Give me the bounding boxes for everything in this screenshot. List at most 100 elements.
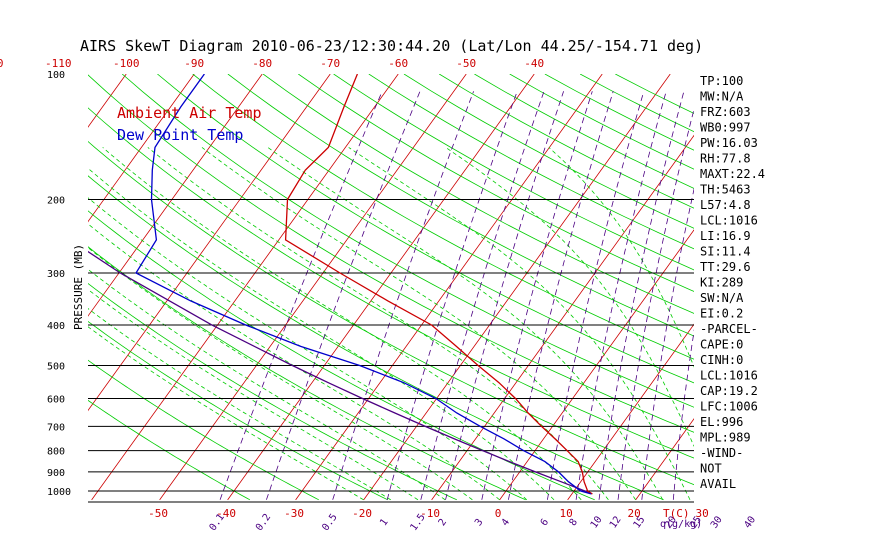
dry-adiabat-line (227, 74, 694, 337)
pressure-tick-label: 300 (47, 269, 65, 280)
stability-index: CAP:19.2 (700, 384, 758, 398)
stability-index: SW:N/A (700, 291, 744, 305)
stability-index: AVAIL (700, 477, 736, 491)
isotherm-line (88, 74, 195, 223)
temp-bottom-tick-label: -50 (148, 507, 168, 520)
isotherm-line (567, 323, 694, 501)
temp-top-tick-label: -70 (320, 57, 340, 70)
dewpoint-trace (135, 74, 592, 495)
stability-index: MPL:989 (700, 431, 751, 445)
stability-index: EI:0.2 (700, 307, 743, 321)
pressure-tick-label: 700 (47, 422, 65, 433)
mixing-ratio-line (332, 91, 474, 500)
stability-index: EL:996 (700, 415, 743, 429)
temp-top-tick-label: -60 (388, 57, 408, 70)
pressure-tick-label: 400 (47, 321, 65, 332)
dry-adiabat-line (368, 74, 694, 250)
temp-top-tick-label: -80 (252, 57, 272, 70)
stability-index: FRZ:603 (700, 105, 751, 119)
isotherm-line (88, 74, 263, 317)
plot-traces (88, 74, 593, 495)
dry-adiabat-line (192, 74, 694, 360)
mixing-ratio-line (641, 187, 694, 500)
stability-index: CINH:0 (700, 353, 743, 367)
stability-index: -PARCEL- (700, 322, 758, 336)
dry-adiabat-line (157, 74, 694, 384)
x-unit-label: T(C) (663, 507, 690, 520)
mixing-ratio-line (575, 91, 667, 500)
isotherm-line (91, 74, 399, 501)
stability-index: MW:N/A (700, 90, 744, 104)
isotherm-line (159, 74, 467, 501)
stability-index: LI:16.9 (700, 229, 751, 243)
mixing-ratio-tick-label: 1 (378, 517, 390, 528)
stability-index: LCL:1016 (700, 369, 758, 383)
stability-index: CAPE:0 (700, 338, 743, 352)
dry-adiabat-line (88, 246, 526, 501)
dry-adiabat-line (298, 74, 694, 292)
mixing-ratio-line (420, 91, 545, 500)
parcel-trace (88, 250, 593, 495)
legend-ambient: Ambient Air Temp (117, 104, 262, 122)
stability-index: SI:11.4 (700, 245, 751, 259)
mixing-ratio-unit-label: q(g/kg) (660, 519, 702, 530)
pressure-tick-label: 900 (47, 468, 65, 479)
mixing-ratio-tick-label: 8 (568, 517, 580, 528)
temp-bottom-tick-label: -20 (352, 507, 372, 520)
temp-top-tick-label: -110 (45, 57, 72, 70)
pressure-tick-label: 1000 (47, 487, 71, 498)
mixing-ratio-line (445, 91, 564, 500)
stability-index: TH:5463 (700, 183, 751, 197)
dry-adiabat-line (88, 107, 694, 459)
dry-adiabat-line (333, 74, 694, 271)
temp-bottom-tick-label: 30 (695, 507, 708, 520)
mixing-ratio-tick-label: 2 (437, 517, 449, 528)
stability-index: LCL:1016 (700, 214, 758, 228)
isotherm-line (295, 74, 603, 501)
isotherm-line (227, 74, 535, 501)
temp-bottom-tick-label: -40 (216, 507, 236, 520)
stability-index: RH:77.8 (700, 152, 751, 166)
stability-index: KI:289 (700, 276, 743, 290)
dry-adiabat-line (88, 320, 388, 501)
y-axis-label: PRESSURE (MB) (72, 244, 85, 330)
dry-adiabat-line (88, 140, 694, 486)
temp-top-tick-label: -90 (184, 57, 204, 70)
stability-index: MAXT:22.4 (700, 167, 765, 181)
isotherm-line (635, 418, 694, 501)
temp-top-tick-label: -50 (456, 57, 476, 70)
stability-index: NOT (700, 462, 722, 476)
mixing-ratio-line (598, 91, 685, 500)
mixing-ratio-line (508, 91, 614, 500)
mixing-ratio-line (266, 91, 421, 500)
pressure-tick-label: 500 (47, 361, 65, 372)
pressure-tick-label: 200 (47, 196, 65, 207)
mixing-ratio-tick-label: 3 (473, 517, 485, 528)
pressure-tick-label: 800 (47, 447, 65, 458)
dry-adiabat-line (88, 175, 664, 501)
stability-index: TP:100 (700, 74, 743, 88)
mixing-ratio-tick-label: 4 (500, 517, 512, 528)
mixing-ratio-line (481, 91, 593, 500)
stability-index: TT:29.6 (700, 260, 751, 274)
stability-index: -WIND- (700, 446, 743, 460)
legend-dewpoint: Dew Point Temp (117, 126, 243, 144)
mixing-ratio-tick-label: 6 (539, 517, 551, 528)
temp-top-tick-label: -100 (113, 57, 140, 70)
dry-adiabat-line (88, 359, 319, 501)
chart-title: AIRS SkewT Diagram 2010-06-23/12:30:44.2… (80, 37, 703, 55)
mixing-ratio-line (547, 91, 645, 500)
temp-bottom-tick-label: 0 (495, 507, 502, 520)
stability-index: L57:4.8 (700, 198, 751, 212)
pressure-tick-label: 100 (47, 70, 65, 81)
temp-top-tick-label: -120 (0, 57, 3, 70)
temp-bottom-tick-label: 20 (627, 507, 640, 520)
isobar-lines (88, 199, 694, 503)
dry-adiabat-line (262, 74, 694, 314)
mixing-ratio-line (617, 107, 694, 500)
isotherm-line (363, 74, 671, 501)
temp-bottom-tick-label: -30 (284, 507, 304, 520)
dry-adiabat-line (121, 74, 694, 408)
